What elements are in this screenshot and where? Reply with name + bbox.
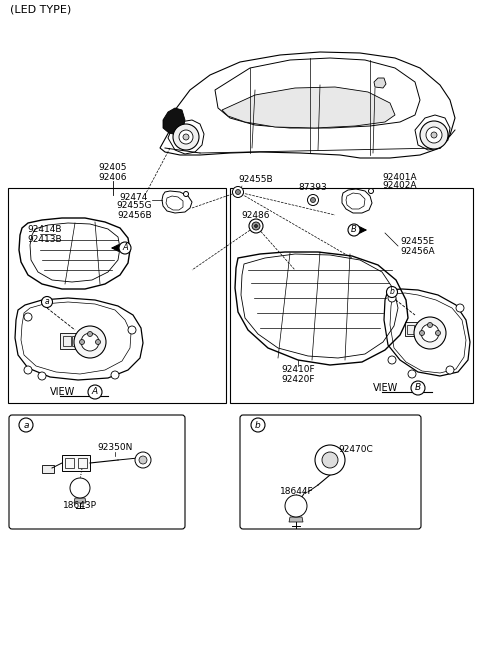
Text: 92455B: 92455B	[238, 176, 273, 185]
Circle shape	[414, 317, 446, 349]
Circle shape	[128, 326, 136, 334]
Text: b: b	[255, 421, 261, 430]
Circle shape	[446, 366, 454, 374]
Polygon shape	[222, 87, 395, 128]
Text: 92455E: 92455E	[400, 237, 434, 246]
Circle shape	[88, 385, 102, 399]
Text: 92410F: 92410F	[281, 365, 315, 374]
Circle shape	[24, 313, 32, 321]
Circle shape	[135, 452, 151, 468]
Bar	[63, 336, 71, 346]
Bar	[407, 325, 414, 334]
Bar	[230, 188, 473, 403]
Circle shape	[388, 294, 396, 302]
Text: 92456A: 92456A	[400, 246, 434, 255]
Circle shape	[408, 370, 416, 378]
Text: 92456B: 92456B	[118, 211, 152, 220]
Bar	[416, 325, 423, 334]
Circle shape	[41, 296, 52, 307]
Text: A: A	[122, 244, 128, 252]
Circle shape	[179, 130, 193, 144]
Circle shape	[80, 339, 84, 344]
Text: (LED TYPE): (LED TYPE)	[10, 5, 71, 15]
Circle shape	[386, 287, 397, 298]
Circle shape	[96, 339, 100, 344]
Circle shape	[428, 322, 432, 328]
Polygon shape	[74, 498, 86, 503]
Circle shape	[19, 418, 33, 432]
Circle shape	[420, 121, 448, 149]
Bar	[62, 455, 90, 471]
Circle shape	[388, 356, 396, 364]
Bar	[72, 336, 80, 346]
Text: B: B	[351, 226, 357, 235]
Text: 92402A: 92402A	[383, 181, 417, 190]
Circle shape	[254, 224, 257, 227]
Circle shape	[173, 124, 199, 150]
Circle shape	[232, 187, 243, 198]
Circle shape	[24, 366, 32, 374]
Circle shape	[411, 381, 425, 395]
Text: 92413B: 92413B	[27, 235, 61, 244]
Circle shape	[111, 371, 119, 379]
Text: VIEW: VIEW	[50, 387, 75, 397]
Bar	[8, 188, 226, 403]
Circle shape	[348, 224, 360, 236]
Circle shape	[70, 478, 90, 498]
Circle shape	[183, 192, 189, 196]
Circle shape	[251, 418, 265, 432]
Text: 92474: 92474	[120, 192, 148, 202]
Circle shape	[431, 132, 437, 138]
Circle shape	[420, 330, 424, 335]
Text: 92405: 92405	[99, 164, 127, 172]
Circle shape	[315, 445, 345, 475]
Text: 18644F: 18644F	[280, 488, 313, 497]
Bar	[405, 322, 425, 336]
Text: 92414B: 92414B	[27, 226, 61, 235]
Circle shape	[38, 372, 46, 380]
Bar	[78, 458, 87, 468]
Text: 92420F: 92420F	[281, 374, 315, 384]
Bar	[65, 458, 74, 468]
Circle shape	[426, 127, 442, 143]
Text: A: A	[92, 387, 98, 396]
Text: 92406: 92406	[99, 172, 127, 181]
Text: 92401A: 92401A	[383, 172, 417, 181]
Circle shape	[81, 333, 99, 351]
Text: 92350N: 92350N	[97, 443, 132, 452]
Bar	[42, 465, 54, 473]
Polygon shape	[374, 78, 386, 88]
Text: 92470C: 92470C	[338, 445, 373, 454]
Circle shape	[139, 456, 147, 464]
Bar	[60, 333, 82, 349]
Text: VIEW: VIEW	[373, 383, 398, 393]
Polygon shape	[163, 108, 185, 135]
Circle shape	[119, 242, 131, 254]
Circle shape	[456, 304, 464, 312]
Text: a: a	[45, 298, 49, 307]
Circle shape	[285, 495, 307, 517]
Circle shape	[311, 198, 315, 203]
Text: 92455G: 92455G	[117, 202, 152, 211]
Polygon shape	[289, 517, 303, 522]
Circle shape	[74, 326, 106, 358]
Circle shape	[322, 452, 338, 468]
Text: 92486: 92486	[242, 211, 270, 220]
Circle shape	[249, 219, 263, 233]
Circle shape	[421, 324, 439, 342]
Circle shape	[252, 222, 260, 230]
Circle shape	[435, 330, 441, 335]
Text: B: B	[415, 384, 421, 393]
Circle shape	[87, 332, 93, 337]
Circle shape	[369, 188, 373, 194]
Text: a: a	[23, 421, 29, 430]
Text: 87393: 87393	[299, 183, 327, 192]
Circle shape	[236, 190, 240, 194]
Text: b: b	[390, 287, 395, 296]
Circle shape	[308, 194, 319, 205]
Text: 18643P: 18643P	[63, 502, 97, 510]
Circle shape	[183, 134, 189, 140]
